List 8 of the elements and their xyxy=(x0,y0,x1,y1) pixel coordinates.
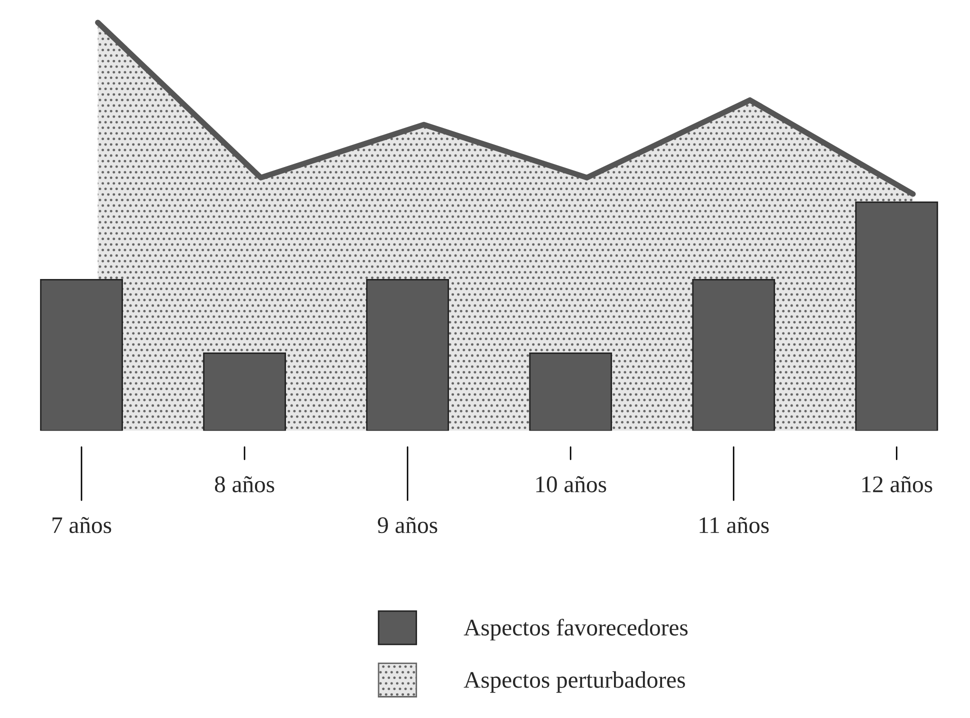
legend-label: Aspectos perturbadores xyxy=(464,671,685,693)
x-tick-label: 8 años xyxy=(214,476,274,492)
legend-label: Aspectos favorecedores xyxy=(464,618,688,640)
x-tick-label: 10 años xyxy=(536,476,606,492)
x-tick-label: 11 años xyxy=(700,517,769,534)
x-tick-label: 12 años xyxy=(862,476,932,492)
x-tick-label: 7 años xyxy=(52,517,112,534)
x-tick-label: 9 años xyxy=(378,517,438,534)
